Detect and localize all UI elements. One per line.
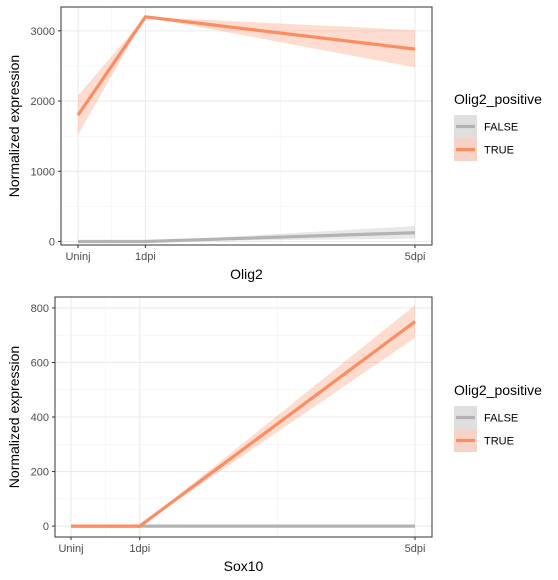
chart-panel-1: 0 1000 2000 3000 Uninj 1dpi 5dpi Olig2 Normalize… <box>6 6 542 282</box>
y-axis-title: Normalized expression <box>6 55 22 197</box>
y-tick-label: 800 <box>31 303 49 315</box>
y-tick-label: 600 <box>31 357 49 369</box>
plot-background <box>61 7 432 245</box>
series-line-false <box>78 231 416 244</box>
series-line-true <box>71 320 416 528</box>
legend-label-true: TRUE <box>484 436 514 448</box>
panel-border <box>60 6 433 246</box>
x-tick-label: Uninj <box>65 251 90 263</box>
y-tick-label: 2000 <box>31 96 55 108</box>
y-tick-label: 3000 <box>31 26 55 38</box>
series-line-true <box>76 15 416 117</box>
confidence-band-false <box>78 226 415 242</box>
x-tick-label: 5dpi <box>405 543 426 555</box>
chart-panel-2: 0 200 400 600 800 Uninj 1dpi 5dpi Sox10 Normalize… <box>6 296 542 574</box>
y-tick-label: 400 <box>31 412 49 424</box>
x-axis-title: Sox10 <box>224 558 264 574</box>
x-axis-title: Olig2 <box>230 266 263 282</box>
y-axis-title: Normalized expression <box>6 346 22 488</box>
y-tick-label: 200 <box>31 467 49 479</box>
x-tick-label: 5dpi <box>405 251 426 263</box>
confidence-band-true <box>78 16 415 135</box>
legend-label-true: TRUE <box>484 145 514 157</box>
x-tick-label: Uninj <box>58 543 83 555</box>
x-tick-label: 1dpi <box>129 543 150 555</box>
legend-label-false: FALSE <box>484 413 518 425</box>
y-tick-label: 1000 <box>31 166 55 178</box>
legend-title: Olig2_positive <box>454 382 542 398</box>
legend: Olig2_positive FALSE TRUE <box>454 91 542 161</box>
y-tick-label: 0 <box>43 521 49 533</box>
legend-label-false: FALSE <box>484 122 518 134</box>
legend-title: Olig2_positive <box>454 91 542 107</box>
y-tick-label: 0 <box>49 236 55 248</box>
x-tick-label: 1dpi <box>135 251 156 263</box>
legend: Olig2_positive FALSE TRUE <box>454 382 542 452</box>
